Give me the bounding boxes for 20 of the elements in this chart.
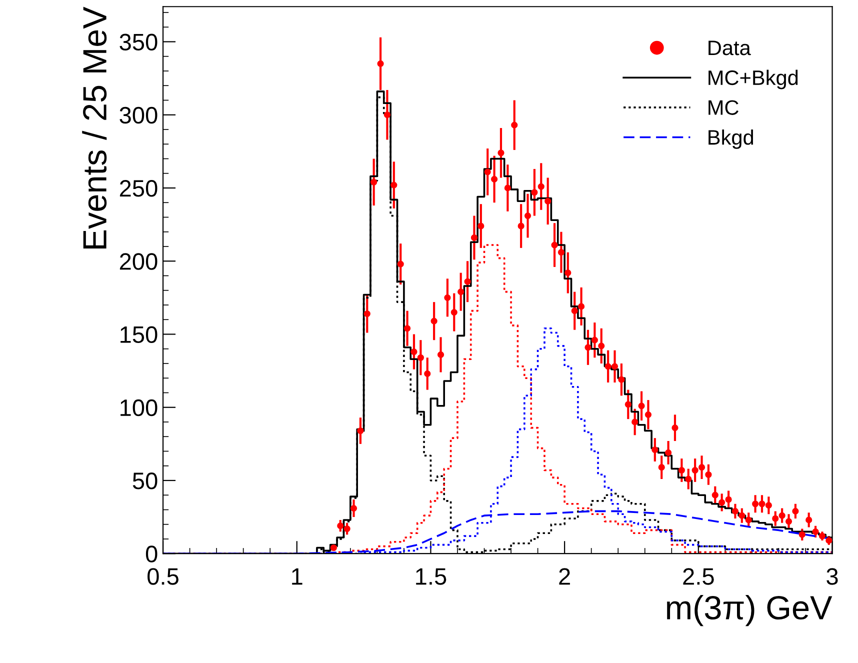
x-tick-label: 1.5	[416, 568, 446, 585]
y-tick-label: 150	[120, 326, 158, 344]
x-axis-title: m(3π) GeV	[667, 595, 832, 626]
legend-label: Bkgd	[708, 129, 754, 149]
y-tick-label: 350	[120, 34, 158, 51]
y-tick-label: 50	[132, 472, 158, 490]
x-tick-label: 2	[559, 568, 570, 585]
y-tick-label: 250	[120, 180, 158, 197]
y-tick-label: 300	[120, 106, 158, 124]
y-tick-label: 0	[146, 546, 158, 562]
y-axis-title: Events / 25 MeV	[82, 6, 107, 248]
x-tick-label: 0.5	[148, 568, 178, 585]
legend-label: Data	[708, 40, 751, 56]
y-tick-label: 200	[120, 253, 158, 270]
legend-label: MC	[708, 100, 738, 115]
x-tick-label: 3	[826, 568, 838, 585]
x-tick-label: 1	[292, 568, 302, 585]
x-tick-label: 2.5	[683, 568, 714, 585]
y-tick-label: 100	[120, 399, 158, 416]
legend-label: MC+Bkgd	[708, 70, 798, 90]
